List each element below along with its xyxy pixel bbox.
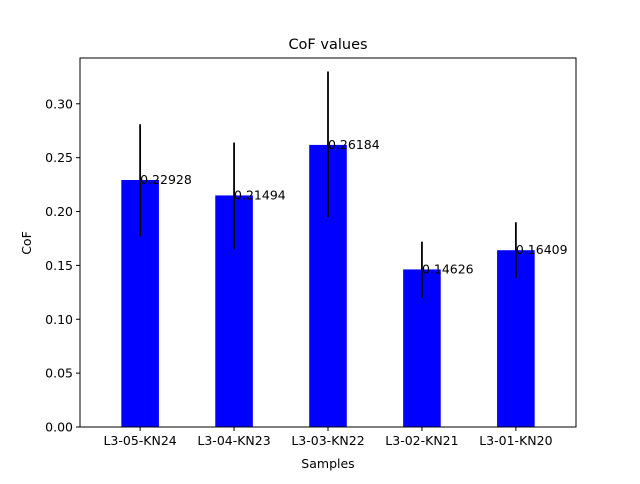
- chart-title: CoF values: [288, 37, 367, 53]
- y-tick-label-1: 0.00: [45, 420, 73, 435]
- bar-5: [497, 250, 535, 427]
- x-tick-label-4: L3-02-KN21: [385, 433, 458, 448]
- y-tick-label-4: 0.15: [45, 258, 73, 273]
- y-tick-label-6: 0.25: [45, 150, 73, 165]
- y-tick-label-5: 0.20: [45, 204, 73, 219]
- value-label-3: 0.26184: [328, 137, 380, 152]
- x-axis-label: Samples: [301, 456, 354, 471]
- value-label-5: 0.16409: [516, 242, 568, 257]
- y-tick-label-3: 0.10: [45, 312, 73, 327]
- x-tick-label-2: L3-04-KN23: [197, 433, 270, 448]
- y-tick-label-2: 0.05: [45, 366, 73, 381]
- y-axis-label: CoF: [19, 231, 34, 255]
- value-label-2: 0.21494: [234, 187, 286, 202]
- plot-area: 0.22928 0.21494 0.26184 0.14626 0.16409 0.00 0…: [45, 57, 577, 448]
- x-tick-label-3: L3-03-KN22: [291, 433, 364, 448]
- y-tick-label-7: 0.30: [45, 96, 73, 111]
- x-tick-label-5: L3-01-KN20: [479, 433, 552, 448]
- value-label-1: 0.22928: [140, 172, 192, 187]
- x-tick-label-1: L3-05-KN24: [103, 433, 176, 448]
- value-label-4: 0.14626: [422, 261, 474, 276]
